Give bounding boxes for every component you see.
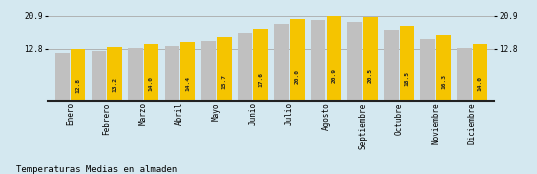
Text: 17.6: 17.6 xyxy=(258,72,263,87)
Bar xyxy=(217,37,231,101)
Bar xyxy=(107,47,122,101)
Bar xyxy=(71,49,85,101)
Bar xyxy=(144,44,158,101)
Text: 14.4: 14.4 xyxy=(185,76,190,91)
Bar xyxy=(326,16,341,101)
Bar xyxy=(436,35,451,101)
Bar xyxy=(55,53,70,101)
Bar xyxy=(201,41,216,101)
Bar xyxy=(400,26,414,101)
Bar xyxy=(253,29,268,101)
Bar xyxy=(311,20,325,101)
Text: 13.2: 13.2 xyxy=(112,77,117,92)
Text: Temperaturas Medias en almaden: Temperaturas Medias en almaden xyxy=(16,165,177,174)
Bar xyxy=(274,23,289,101)
Text: 14.0: 14.0 xyxy=(149,76,154,91)
Text: 15.7: 15.7 xyxy=(222,74,227,89)
Bar xyxy=(363,17,378,101)
Bar xyxy=(290,19,304,101)
Bar xyxy=(180,42,195,101)
Text: 20.9: 20.9 xyxy=(331,68,336,83)
Text: 20.5: 20.5 xyxy=(368,68,373,83)
Bar xyxy=(384,30,398,101)
Text: 20.0: 20.0 xyxy=(295,69,300,84)
Bar xyxy=(347,22,362,101)
Bar xyxy=(457,48,471,101)
Bar xyxy=(165,46,179,101)
Bar xyxy=(92,51,106,101)
Text: 16.3: 16.3 xyxy=(441,73,446,89)
Bar xyxy=(473,44,487,101)
Text: 12.8: 12.8 xyxy=(76,78,81,93)
Text: 14.0: 14.0 xyxy=(477,76,482,91)
Text: 18.5: 18.5 xyxy=(404,71,409,86)
Bar xyxy=(420,39,435,101)
Bar xyxy=(128,48,143,101)
Bar xyxy=(238,33,252,101)
